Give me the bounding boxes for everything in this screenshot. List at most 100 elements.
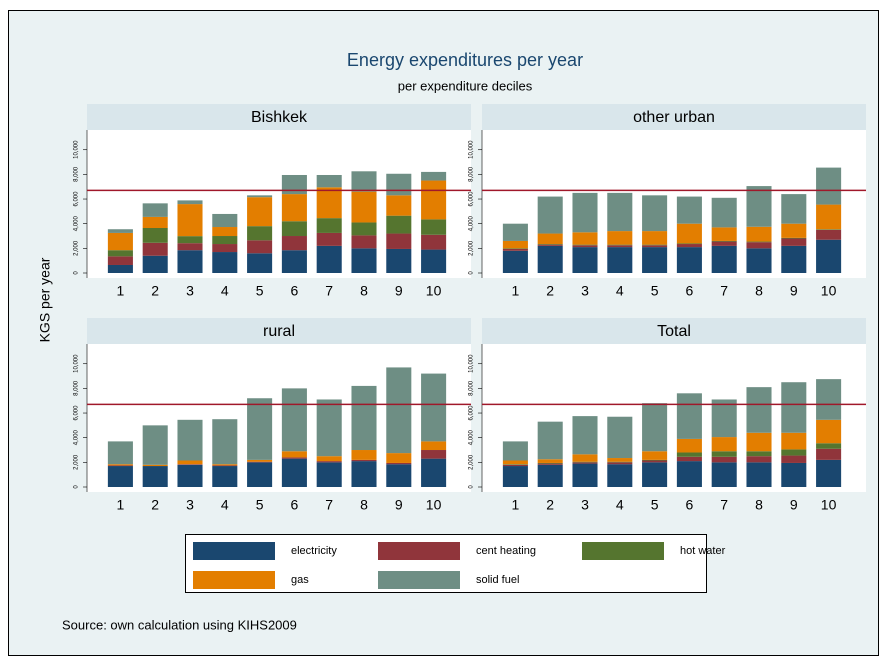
x-tick-label: 9 <box>790 283 798 299</box>
bar-segment <box>607 192 633 232</box>
x-tick-label: 9 <box>395 283 403 299</box>
bar-segment <box>281 174 307 195</box>
bar-segment <box>781 237 807 239</box>
panel-title: rural <box>263 323 295 340</box>
chart-title: Energy expenditures per year <box>347 50 583 70</box>
bar-segment <box>281 457 307 459</box>
bar-segment <box>281 221 307 237</box>
x-tick-label: 8 <box>755 497 763 513</box>
bar-segment <box>607 244 633 246</box>
bar-segment <box>642 403 668 452</box>
bar-segment <box>212 252 238 273</box>
bar-segment <box>386 367 412 454</box>
chart-subtitle: per expenditure deciles <box>398 78 533 93</box>
x-tick-label: 10 <box>426 497 442 513</box>
bar-segment <box>316 462 342 487</box>
y-tick-label: 2,000 <box>469 454 475 470</box>
bar-segment <box>351 171 377 192</box>
bar-segment <box>107 229 133 233</box>
x-tick-label: 4 <box>221 497 229 513</box>
bar-segment <box>142 425 168 465</box>
bar-segment <box>676 438 702 453</box>
panel-title: Total <box>657 323 691 340</box>
x-tick-label: 3 <box>186 497 194 513</box>
bar-segment <box>177 204 203 237</box>
bar-segment <box>107 250 133 257</box>
bar-segment <box>502 240 528 249</box>
bar-segment <box>281 236 307 251</box>
bar-segment <box>816 459 842 487</box>
x-tick-label: 3 <box>581 497 589 513</box>
bar-segment <box>281 451 307 458</box>
bar-segment <box>421 180 447 220</box>
bar-segment <box>386 215 412 234</box>
bar-segment <box>177 236 203 244</box>
bar-segment <box>386 462 412 465</box>
bar-segment <box>351 459 377 462</box>
bar-segment <box>316 174 342 188</box>
bar-segment <box>421 171 447 181</box>
bar-segment <box>642 245 668 248</box>
bar-segment <box>502 464 528 465</box>
y-tick-label: 2,000 <box>74 454 80 470</box>
bar-segment <box>386 233 412 249</box>
legend-swatch <box>582 542 664 560</box>
bar-segment <box>607 458 633 462</box>
bar-segment <box>816 229 842 240</box>
bar-segment <box>746 451 772 457</box>
bar-segment <box>386 453 412 463</box>
y-tick-label: 10,000 <box>469 140 475 159</box>
bar-segment <box>351 461 377 487</box>
x-tick-label: 2 <box>546 497 554 513</box>
panel-title: other urban <box>633 109 715 126</box>
legend-label: cent heating <box>476 545 536 557</box>
panel-title: Bishkek <box>251 109 308 126</box>
bar-segment <box>676 452 702 457</box>
bar-segment <box>781 455 807 463</box>
y-tick-label: 8,000 <box>469 166 475 182</box>
bar-segment <box>421 373 447 442</box>
bar-segment <box>421 441 447 451</box>
bar-segment <box>351 235 377 249</box>
bar-segment <box>711 456 737 463</box>
x-tick-label: 5 <box>256 283 264 299</box>
bar-segment <box>421 234 447 250</box>
bar-segment <box>607 245 633 248</box>
bar-segment <box>281 458 307 487</box>
bar-segment <box>711 451 737 457</box>
bar-segment <box>711 245 737 273</box>
bar-segment <box>351 248 377 273</box>
y-tick-label: 4,000 <box>469 216 475 232</box>
bar-segment <box>746 186 772 227</box>
bar-segment <box>351 222 377 236</box>
bar-segment <box>281 388 307 452</box>
bar-segment <box>607 461 633 463</box>
y-tick-label: 4,000 <box>74 216 80 232</box>
x-tick-label: 6 <box>686 283 694 299</box>
bar-segment <box>142 216 168 229</box>
bar-segment <box>781 462 807 487</box>
bar-segment <box>212 236 238 245</box>
source-note: Source: own calculation using KIHS2009 <box>62 617 297 632</box>
bar-segment <box>572 245 598 248</box>
x-tick-label: 2 <box>151 497 159 513</box>
x-tick-label: 1 <box>512 283 520 299</box>
bar-segment <box>107 256 133 265</box>
x-tick-label: 7 <box>720 497 728 513</box>
bar-segment <box>816 448 842 460</box>
bar-segment <box>572 454 598 462</box>
bar-segment <box>351 450 377 460</box>
bar-segment <box>212 227 238 237</box>
bar-segment <box>746 462 772 487</box>
bar-segment <box>781 223 807 238</box>
bar-segment <box>386 248 412 273</box>
bar-segment <box>247 240 273 254</box>
x-tick-label: 9 <box>790 497 798 513</box>
legend-swatch <box>378 542 460 560</box>
x-tick-label: 7 <box>325 497 333 513</box>
bar-segment <box>711 227 737 241</box>
x-tick-label: 6 <box>291 497 299 513</box>
bar-segment <box>421 219 447 235</box>
bar-segment <box>247 197 273 227</box>
bar-segment <box>247 462 273 487</box>
